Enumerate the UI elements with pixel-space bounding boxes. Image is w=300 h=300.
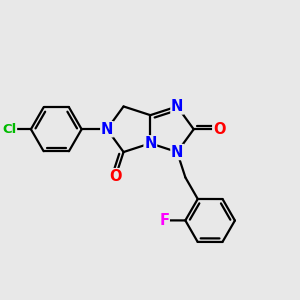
Text: O: O — [110, 169, 122, 184]
Text: N: N — [101, 122, 113, 137]
Text: N: N — [144, 136, 157, 151]
Text: N: N — [171, 145, 183, 160]
Text: O: O — [213, 122, 225, 137]
Text: F: F — [159, 213, 169, 228]
Text: Cl: Cl — [2, 123, 16, 136]
Text: N: N — [171, 99, 183, 114]
